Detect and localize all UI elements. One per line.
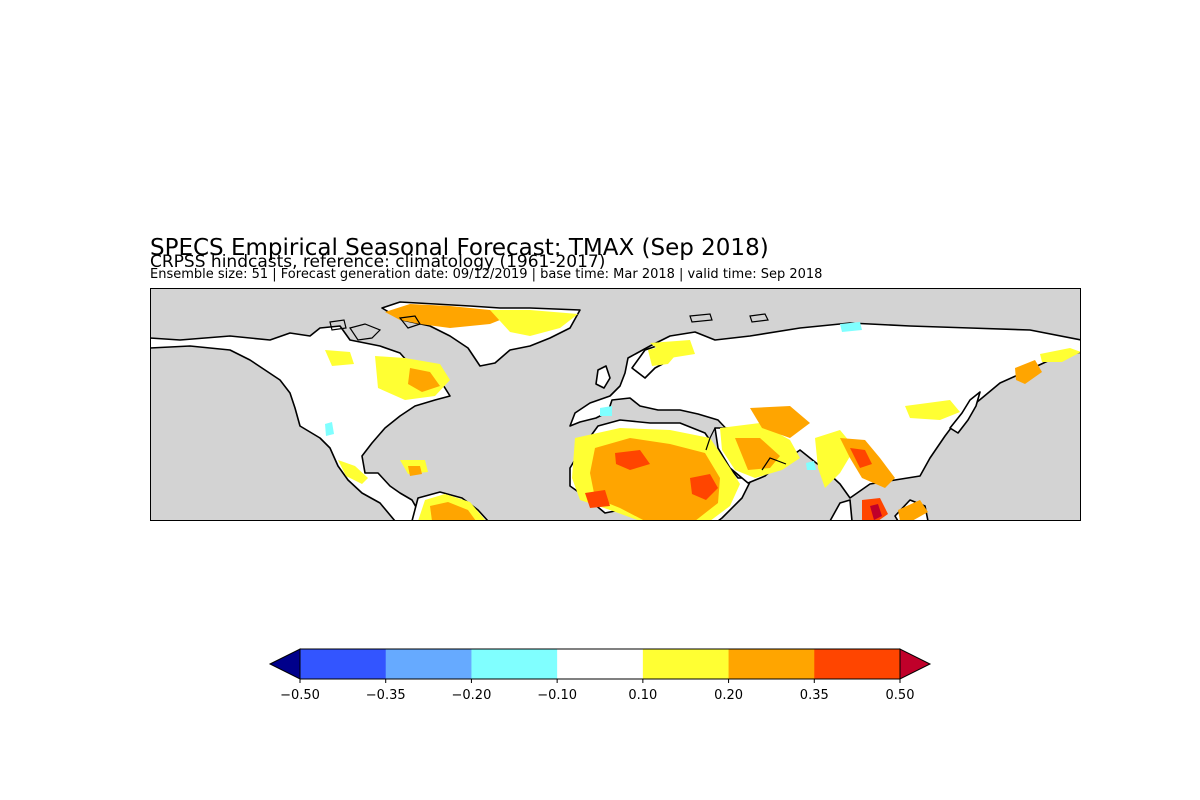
japan-land [949,391,981,434]
skill-region [750,406,810,438]
world-map [150,288,1081,521]
coastline [349,323,382,341]
skill-region [806,461,816,470]
skill-region [615,450,650,470]
colorbar-bin [300,649,387,679]
skill-region [840,322,862,332]
colorbar-tick-label: −0.50 [280,688,320,703]
coastline [689,313,713,323]
coastline [398,315,421,329]
skill-region [585,490,610,508]
skill-region [870,504,882,520]
colorbar-tick-label: −0.20 [452,688,492,703]
skill-region [690,474,718,500]
skill-region [850,448,872,468]
colorbar-tick-label: 0.10 [628,688,657,703]
colorbar-bin [385,649,472,679]
skill-region [338,460,368,484]
colorbar-bin [642,649,730,679]
colorbar-extend-high [899,648,932,680]
colorbar-bin [471,649,558,679]
skill-region [408,466,422,476]
map-title: SPECS Empirical Seasonal Forecast: TMAX … [150,235,769,261]
skill-region [1015,360,1042,384]
skill-region [905,400,960,420]
skill-region [898,500,928,521]
colorbar-tick-label: 0.20 [714,688,743,703]
colorbar-tick-label: −0.35 [366,688,406,703]
colorbar-tick-label: 0.50 [886,688,915,703]
coastline [329,319,347,331]
forecast-info: Ensemble size: 51 | Forecast generation … [150,267,823,282]
colorbar-bin [814,649,901,679]
colorbar-frame [299,648,901,680]
colorbar-bins [300,649,901,679]
skill-region [600,406,612,416]
colorbar-tick-label: −0.10 [537,688,577,703]
coastline [705,427,716,451]
colorbar-bin [728,649,815,679]
coastline-layer [329,313,787,471]
british-isles-land [595,365,611,389]
colorbar-extend-low [268,648,301,680]
skill-region [325,350,354,366]
colorbar-ticks: −0.50 −0.35 −0.20 −0.10 0.10 0.20 0.35 0.50 [280,679,914,703]
skill-region [490,310,578,336]
skill-shading [325,304,1081,521]
coastline [749,313,769,323]
skill-region [325,422,334,436]
skill-region [1040,348,1081,362]
skill-region [385,304,510,328]
colorbar-bin [557,649,644,679]
colorbar-tick-label: 0.35 [800,688,829,703]
skill-region [735,438,780,470]
skill-region [650,340,695,358]
colorbar: −0.50 −0.35 −0.20 −0.10 0.10 0.20 0.35 0.50 [268,648,932,703]
coastline [761,457,787,471]
eurasia-land [569,322,1081,499]
skill-region [430,502,476,521]
madagascar-land [829,499,853,521]
map-subtitle: CRPSS hindcasts, reference: climatology … [150,252,606,272]
skill-region [408,368,440,392]
map-frame [150,288,1081,521]
